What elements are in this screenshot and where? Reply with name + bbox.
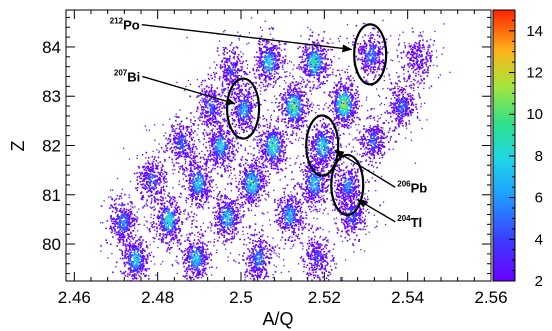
- y-tick-label: 84: [42, 38, 61, 57]
- y-axis-title: Z: [8, 141, 28, 152]
- cluster-17: [287, 102, 351, 220]
- cluster-22: [316, 40, 370, 146]
- cluster-0: [107, 213, 158, 281]
- label-212po: 212Po: [110, 17, 140, 33]
- arrow-206pb: [333, 149, 396, 188]
- x-tick-label: 2.56: [474, 288, 507, 307]
- cluster-12: [284, 126, 342, 230]
- x-tick-label: 2.46: [58, 288, 91, 307]
- x-axis: 2.46 2.48 2.5 2.52 2.54 2.56: [58, 10, 508, 307]
- cluster-19: [174, 67, 247, 152]
- label-206pb: 206Pb: [397, 179, 427, 195]
- annotation-arrows: [141, 24, 396, 223]
- y-tick-label: 83: [42, 87, 61, 106]
- ellipse-204tl: [330, 153, 365, 217]
- colorbar-tick-label: 10: [526, 106, 543, 123]
- colorbar-ticks: 2 4 6 8 10 12 14: [509, 19, 543, 290]
- annotation-labels: 212Po 207Bi 206Pb 204Tl: [110, 17, 428, 230]
- label-204tl: 204Tl: [397, 214, 422, 230]
- x-tick-label: 2.52: [308, 288, 341, 307]
- y-tick-label: 82: [42, 137, 61, 156]
- colorbar-gradient: [492, 9, 516, 282]
- cluster-24: [186, 29, 265, 139]
- label-207bi: 207Bi: [114, 68, 140, 84]
- colorbar-tick-label: 2: [535, 273, 543, 290]
- colorbar: 2 4 6 8 10 12 14: [492, 9, 543, 290]
- y-tick-label: 80: [42, 235, 61, 254]
- colorbar-tick-label: 6: [535, 190, 543, 207]
- cluster-3: [288, 211, 355, 281]
- annotation-ellipses: [225, 23, 388, 217]
- colorbar-tick-label: 14: [526, 23, 543, 40]
- cluster-14: [144, 112, 201, 192]
- cluster-27: [336, 19, 401, 97]
- cluster-2: [226, 214, 295, 281]
- cluster-7: [251, 160, 327, 261]
- x-tick-label: 2.5: [229, 288, 253, 307]
- arrow-207bi: [142, 75, 236, 105]
- x-tick-label: 2.48: [141, 288, 174, 307]
- y-tick-label: 81: [42, 186, 61, 205]
- ellipse-206pb: [305, 114, 340, 177]
- colorbar-tick-label: 8: [535, 148, 543, 165]
- cluster-11: [212, 141, 296, 224]
- x-tick-label: 2.54: [391, 288, 424, 307]
- heatmap-points: [100, 17, 451, 281]
- ellipse-212po: [353, 23, 388, 86]
- colorbar-tick-label: 4: [535, 231, 543, 248]
- arrow-204tl: [356, 199, 396, 223]
- cluster-16: [250, 107, 303, 184]
- y-axis: 80 81 82 83 84: [42, 16, 491, 275]
- cluster-4: [100, 177, 155, 271]
- ellipse-207bi: [225, 77, 261, 140]
- cluster-5: [141, 186, 201, 267]
- cluster-21: [259, 64, 320, 155]
- cluster-6: [191, 178, 263, 263]
- colorbar-tick-label: 12: [526, 65, 543, 82]
- cluster-1: [169, 219, 218, 281]
- cluster-18: [343, 104, 397, 183]
- x-axis-title: A/Q: [262, 309, 293, 329]
- arrow-212po: [141, 24, 353, 53]
- cluster-28: [379, 23, 451, 105]
- cluster-26: [274, 26, 348, 109]
- cluster-13: [322, 132, 378, 233]
